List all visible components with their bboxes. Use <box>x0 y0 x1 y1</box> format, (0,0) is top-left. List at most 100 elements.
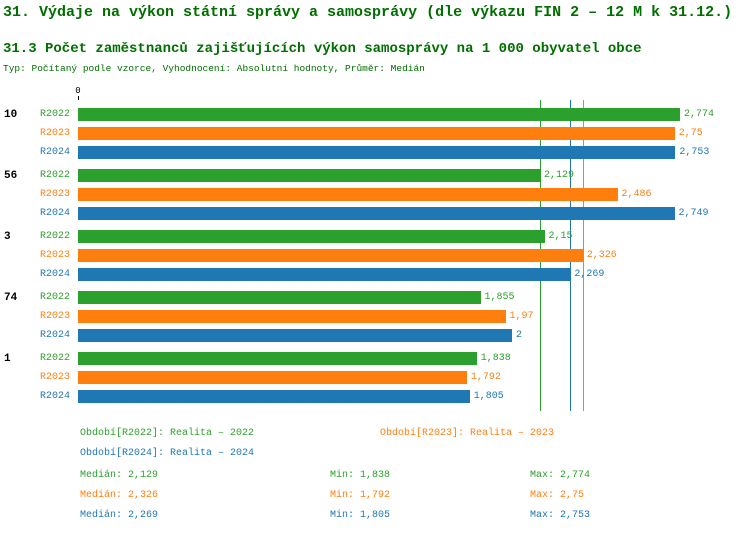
stat-max-r2022: Max: 2,774 <box>530 470 591 481</box>
axis-zero-tick <box>78 96 79 100</box>
bar-r2022 <box>78 230 545 243</box>
bar-r2023 <box>78 188 618 201</box>
bar-row: R2024 2 <box>0 326 750 345</box>
bar-row: 74 R2022 1,855 <box>0 288 750 307</box>
bar-group-56: 56 R2022 2,129 R2023 2,486 R2024 2,749 <box>0 166 750 223</box>
stat-min-r2023: Min: 1,792 <box>330 490 391 501</box>
stat-max-r2024: Max: 2,753 <box>530 510 591 521</box>
bar-r2024 <box>78 207 675 220</box>
bar-r2024 <box>78 268 571 281</box>
bar-track: 2,129 <box>78 166 750 185</box>
bar-track: 2,774 <box>78 105 750 124</box>
bar-row: 56 R2022 2,129 <box>0 166 750 185</box>
bar-value: 2,774 <box>684 109 715 120</box>
series-label: R2023 <box>40 128 71 139</box>
series-label: R2022 <box>40 353 71 364</box>
legend-item-r2023: Období[R2023]: Realita – 2023 <box>380 428 555 439</box>
bar-r2023 <box>78 249 583 262</box>
bar-value: 2,749 <box>678 208 709 219</box>
bar-track: 1,792 <box>78 368 750 387</box>
stat-max-r2023: Max: 2,75 <box>530 490 585 501</box>
group-label: 74 <box>4 291 18 304</box>
bar-track: 1,838 <box>78 349 750 368</box>
bar-row: R2024 2,269 <box>0 265 750 284</box>
bar-r2022 <box>78 352 477 365</box>
bar-r2024 <box>78 390 470 403</box>
bar-r2022 <box>78 108 680 121</box>
axis-zero-label: 0 <box>75 86 81 96</box>
series-label: R2023 <box>40 250 71 261</box>
bar-value: 1,805 <box>473 391 504 402</box>
group-label: 1 <box>4 352 11 365</box>
bar-track: 2,75 <box>78 124 750 143</box>
bar-track: 2 <box>78 326 750 345</box>
bar-value: 1,97 <box>509 311 534 322</box>
series-label: R2023 <box>40 311 71 322</box>
bar-value: 2,15 <box>548 231 573 242</box>
bar-track: 2,486 <box>78 185 750 204</box>
bar-chart-plot: 10 R2022 2,774 R2023 2,75 R2024 2,753 56 R2022 2,… <box>0 100 750 411</box>
bar-group-1: 1 R2022 1,838 R2023 1,792 R2024 1,805 <box>0 349 750 406</box>
series-label: R2022 <box>40 231 71 242</box>
bar-track: 2,749 <box>78 204 750 223</box>
bar-r2023 <box>78 127 675 140</box>
bar-track: 2,753 <box>78 143 750 162</box>
series-label: R2024 <box>40 391 71 402</box>
report-page: 31. Výdaje na výkon státní správy a samo… <box>0 4 750 538</box>
stat-min-r2022: Min: 1,838 <box>330 470 391 481</box>
stat-median-r2024: Medián: 2,269 <box>80 510 159 521</box>
bar-group-3: 3 R2022 2,15 R2023 2,326 R2024 2,269 <box>0 227 750 284</box>
bar-group-74: 74 R2022 1,855 R2023 1,97 R2024 2 <box>0 288 750 345</box>
bar-r2024 <box>78 146 676 159</box>
series-label: R2023 <box>40 372 71 383</box>
bar-value: 2,486 <box>621 189 652 200</box>
series-label: R2024 <box>40 269 71 280</box>
legend-item-r2024: Období[R2024]: Realita – 2024 <box>80 448 255 459</box>
chart-subtitle: 31.3 Počet zaměstnanců zajišťujících výk… <box>3 41 642 57</box>
bar-row: R2024 2,749 <box>0 204 750 223</box>
bar-value: 1,855 <box>484 292 515 303</box>
bar-r2023 <box>78 371 467 384</box>
bar-row: R2023 2,326 <box>0 246 750 265</box>
bar-track: 2,269 <box>78 265 750 284</box>
bar-track: 1,855 <box>78 288 750 307</box>
bar-row: 1 R2022 1,838 <box>0 349 750 368</box>
bar-row: R2024 2,753 <box>0 143 750 162</box>
bar-row: R2023 1,97 <box>0 307 750 326</box>
series-label: R2022 <box>40 170 71 181</box>
bar-track: 1,97 <box>78 307 750 326</box>
bar-track: 1,805 <box>78 387 750 406</box>
bar-value: 2,269 <box>574 269 605 280</box>
chart-top-axis: 0 <box>0 86 750 100</box>
group-label: 56 <box>4 169 18 182</box>
chart-meta-line: Typ: Počítaný podle vzorce, Vyhodnocení:… <box>3 63 425 74</box>
bar-track: 2,326 <box>78 246 750 265</box>
series-label: R2023 <box>40 189 71 200</box>
bar-value: 2,75 <box>678 128 703 139</box>
bar-row: 3 R2022 2,15 <box>0 227 750 246</box>
bar-value: 2 <box>516 330 523 341</box>
series-label: R2022 <box>40 109 71 120</box>
bar-r2023 <box>78 310 506 323</box>
bar-row: R2023 2,75 <box>0 124 750 143</box>
legend: Období[R2022]: Realita – 2022 Období[R20… <box>0 424 750 464</box>
bar-value: 2,326 <box>586 250 617 261</box>
series-label: R2024 <box>40 208 71 219</box>
median-line-r2023 <box>582 100 584 411</box>
stats-table: Medián: 2,129 Min: 1,838 Max: 2,774 Medi… <box>0 466 750 526</box>
group-label: 3 <box>4 230 11 243</box>
bar-row: R2023 2,486 <box>0 185 750 204</box>
bar-value: 1,838 <box>480 353 511 364</box>
stat-median-r2022: Medián: 2,129 <box>80 470 159 481</box>
legend-item-r2022: Období[R2022]: Realita – 2022 <box>80 428 255 439</box>
bar-group-10: 10 R2022 2,774 R2023 2,75 R2024 2,753 <box>0 105 750 162</box>
bar-value: 2,129 <box>544 170 575 181</box>
stat-min-r2024: Min: 1,805 <box>330 510 391 521</box>
bar-r2022 <box>78 291 481 304</box>
group-label: 10 <box>4 108 18 121</box>
stat-median-r2023: Medián: 2,326 <box>80 490 159 501</box>
page-title: 31. Výdaje na výkon státní správy a samo… <box>3 4 733 21</box>
bar-r2022 <box>78 169 540 182</box>
bar-value: 1,792 <box>470 372 501 383</box>
bar-value: 2,753 <box>679 147 710 158</box>
